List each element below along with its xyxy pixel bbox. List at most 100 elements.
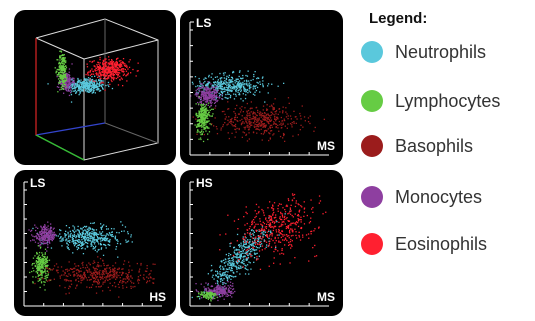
data-point-neutrophils	[246, 80, 247, 81]
data-point-monocytes	[72, 78, 73, 79]
data-point-neutrophils	[250, 84, 251, 85]
data-point-eosinophils	[275, 217, 276, 218]
data-point-neutrophils	[209, 75, 210, 76]
data-point-lymphocytes	[37, 257, 38, 258]
data-point-monocytes	[34, 240, 35, 241]
data-point-neutrophils	[70, 233, 71, 234]
data-point-lymphocytes	[65, 60, 66, 61]
data-point-eosinophils	[281, 237, 282, 238]
data-point-eosinophils	[121, 66, 122, 67]
data-point-lymphocytes	[197, 296, 198, 297]
data-point-basophils	[266, 118, 267, 119]
data-point-lymphocytes	[209, 123, 210, 124]
data-point-basophils	[79, 271, 80, 272]
data-point-lymphocytes	[45, 273, 46, 274]
data-point-lymphocytes	[202, 133, 203, 134]
data-point-basophils	[268, 128, 269, 129]
data-point-neutrophils	[88, 92, 89, 93]
data-point-basophils	[67, 271, 68, 272]
data-point-neutrophils	[268, 231, 269, 232]
data-point-basophils	[99, 270, 100, 271]
data-point-monocytes	[216, 92, 217, 93]
data-point-neutrophils	[79, 91, 80, 92]
data-point-eosinophils	[290, 214, 291, 215]
data-point-basophils	[244, 107, 245, 108]
data-point-neutrophils	[74, 245, 75, 246]
data-point-monocytes	[217, 294, 218, 295]
data-point-lymphocytes	[42, 274, 43, 275]
data-point-basophils	[296, 123, 297, 124]
data-point-neutrophils	[97, 83, 98, 84]
data-point-basophils	[97, 264, 98, 265]
data-point-eosinophils	[252, 221, 253, 222]
data-point-eosinophils	[254, 226, 255, 227]
data-point-neutrophils	[240, 91, 241, 92]
data-point-eosinophils	[293, 222, 294, 223]
data-point-basophils	[53, 268, 54, 269]
data-point-eosinophils	[260, 230, 261, 231]
data-point-monocytes	[204, 92, 205, 93]
data-point-basophils	[128, 276, 129, 277]
scatter-ls-ms-plot: LS MS	[180, 10, 343, 165]
data-point-eosinophils	[258, 236, 259, 237]
data-point-neutrophils	[89, 81, 90, 82]
data-point-neutrophils	[228, 269, 229, 270]
data-point-neutrophils	[223, 272, 224, 273]
data-point-neutrophils	[82, 232, 83, 233]
data-point-basophils	[267, 121, 268, 122]
data-point-neutrophils	[93, 87, 94, 88]
data-point-lymphocytes	[32, 264, 33, 265]
data-point-eosinophils	[100, 72, 101, 73]
data-point-neutrophils	[85, 248, 86, 249]
data-point-neutrophils	[254, 95, 255, 96]
data-point-neutrophils	[70, 236, 71, 237]
data-point-eosinophils	[253, 219, 254, 220]
data-point-eosinophils	[285, 223, 286, 224]
data-point-neutrophils	[215, 77, 216, 78]
data-point-eosinophils	[264, 248, 265, 249]
data-point-neutrophils	[243, 261, 244, 262]
data-point-monocytes	[211, 285, 212, 286]
data-point-basophils	[98, 280, 99, 281]
data-point-neutrophils	[236, 79, 237, 80]
data-point-basophils	[147, 268, 148, 269]
data-point-neutrophils	[99, 82, 100, 83]
data-point-neutrophils	[248, 80, 249, 81]
data-point-monocytes	[69, 68, 70, 69]
data-point-basophils	[264, 116, 265, 117]
data-point-basophils	[88, 262, 89, 263]
data-point-basophils	[225, 118, 226, 119]
data-point-basophils	[150, 270, 151, 271]
data-point-basophils	[290, 123, 291, 124]
data-point-monocytes	[52, 232, 53, 233]
data-point-monocytes	[69, 95, 70, 96]
data-point-neutrophils	[91, 80, 92, 81]
data-point-basophils	[97, 269, 98, 270]
data-point-neutrophils	[87, 232, 88, 233]
data-point-basophils	[147, 281, 148, 282]
data-point-basophils	[107, 276, 108, 277]
data-point-lymphocytes	[38, 276, 39, 277]
data-point-eosinophils	[297, 215, 298, 216]
data-point-neutrophils	[225, 94, 226, 95]
data-point-eosinophils	[87, 72, 88, 73]
data-point-monocytes	[39, 240, 40, 241]
data-point-lymphocytes	[44, 289, 45, 290]
data-point-basophils	[139, 280, 140, 281]
data-point-neutrophils	[227, 269, 228, 270]
data-point-monocytes	[68, 89, 69, 90]
data-point-neutrophils	[227, 82, 228, 83]
data-point-basophils	[249, 126, 250, 127]
data-point-neutrophils	[217, 271, 218, 272]
data-point-eosinophils	[282, 215, 283, 216]
data-point-basophils	[267, 104, 268, 105]
data-point-basophils	[101, 273, 102, 274]
data-point-monocytes	[47, 247, 48, 248]
data-point-eosinophils	[103, 74, 104, 75]
data-point-eosinophils	[257, 258, 258, 259]
data-point-eosinophils	[288, 200, 289, 201]
data-point-eosinophils	[266, 224, 267, 225]
data-point-basophils	[270, 128, 271, 129]
data-point-lymphocytes	[63, 86, 64, 87]
data-point-neutrophils	[257, 238, 258, 239]
